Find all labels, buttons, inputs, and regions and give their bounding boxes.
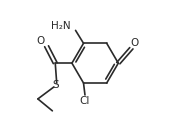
Text: H₂N: H₂N bbox=[51, 21, 70, 31]
Text: O: O bbox=[37, 36, 45, 46]
Text: S: S bbox=[52, 80, 59, 90]
Text: O: O bbox=[131, 38, 139, 48]
Text: Cl: Cl bbox=[80, 96, 90, 106]
